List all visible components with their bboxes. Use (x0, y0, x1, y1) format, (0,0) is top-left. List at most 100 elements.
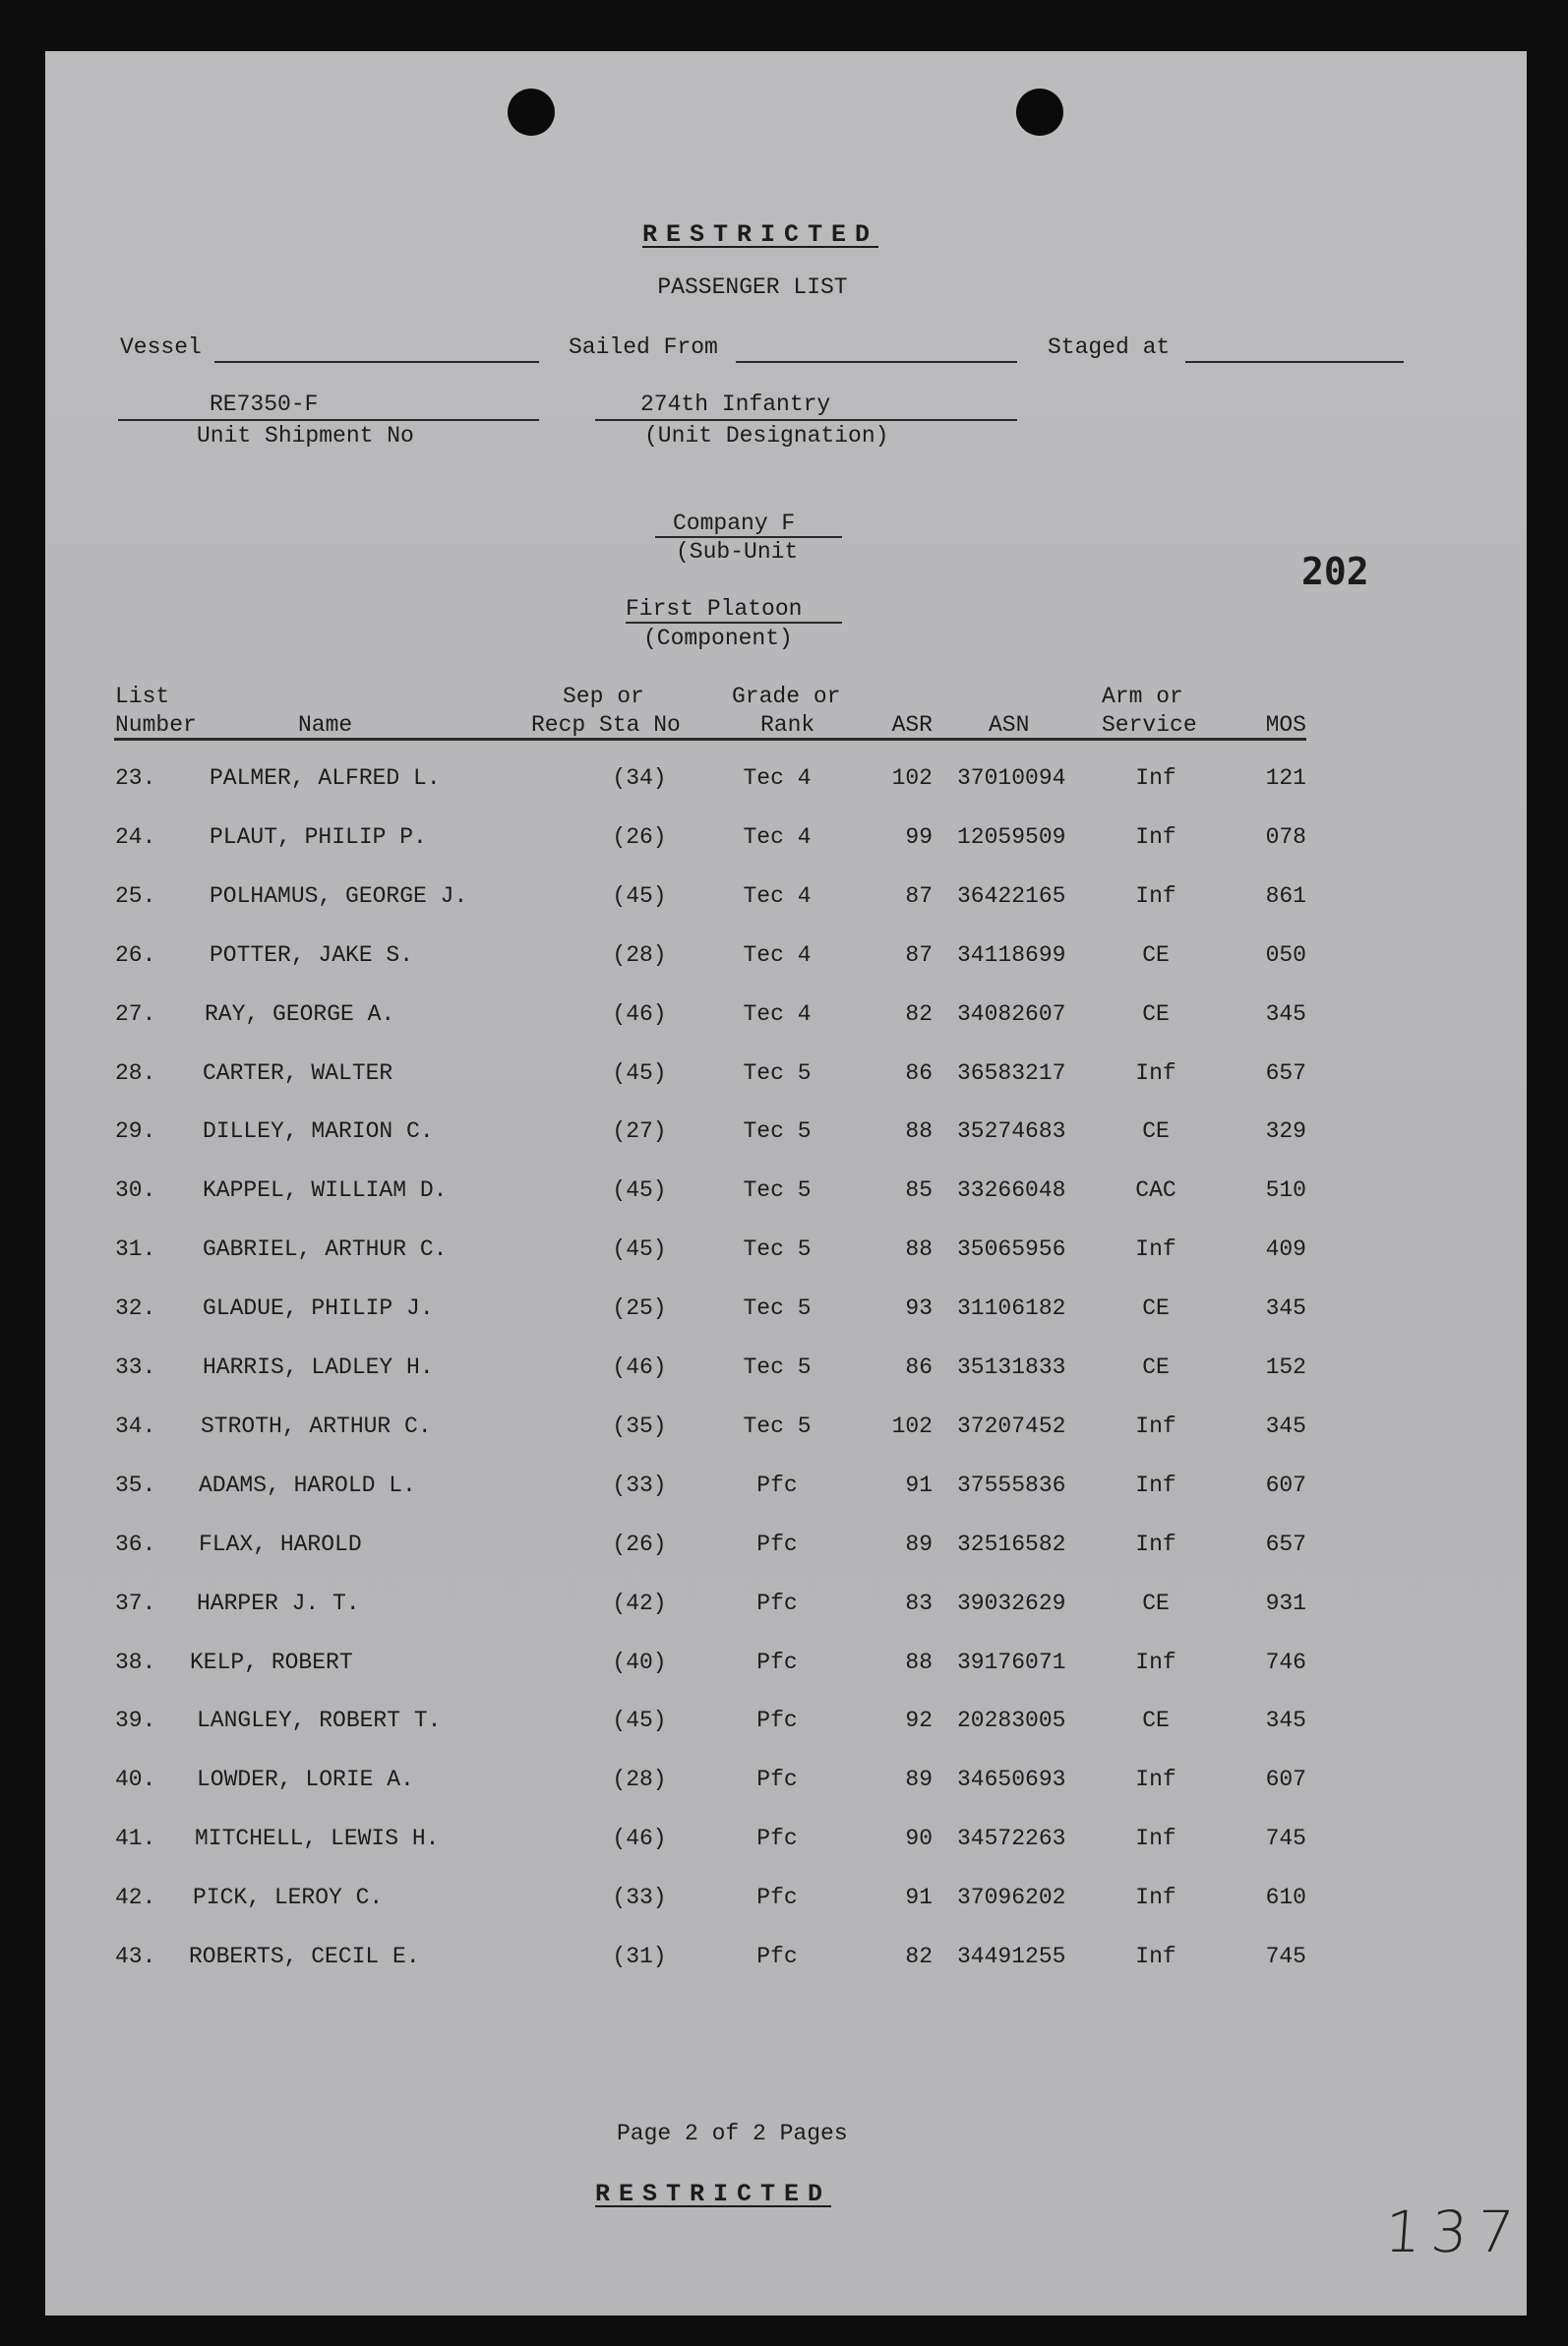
cell-name: LANGLEY, ROBERT T. (197, 1708, 442, 1734)
handwritten-number: 137 (1382, 2198, 1527, 2265)
cell-grade: Pfc (756, 1708, 798, 1734)
cell-mos: 050 (1265, 941, 1306, 968)
cell-sep: (28) (612, 1767, 667, 1793)
column-header: Grade or (732, 684, 841, 709)
cell-arm: CE (1142, 1708, 1170, 1734)
cell-grade: Tec 5 (743, 1413, 812, 1439)
cell-asr: 88 (905, 1649, 933, 1675)
sub-unit-label: (Sub-Unit (676, 539, 799, 565)
cell-arm: Inf (1135, 823, 1176, 850)
cell-asr: 85 (905, 1177, 933, 1204)
cell-asn: 34572263 (957, 1826, 1066, 1852)
cell-arm: CE (1142, 1354, 1170, 1380)
cell-name: PICK, LEROY C. (193, 1885, 384, 1911)
sub-unit: Company F (673, 511, 796, 536)
cell-asn: 37096202 (957, 1885, 1066, 1911)
cell-grade: Tec 4 (743, 823, 812, 850)
cell-name: RAY, GEORGE A. (205, 1000, 395, 1027)
cell-arm: CE (1142, 1118, 1170, 1145)
column-header: List (115, 684, 170, 709)
cell-name: KAPPEL, WILLIAM D. (203, 1177, 448, 1204)
document-title: PASSENGER LIST (657, 274, 848, 300)
cell-grade: Tec 4 (743, 882, 812, 909)
cell-sep: (45) (612, 1708, 667, 1734)
cell-grade: Pfc (756, 1944, 798, 1969)
cell-asn: 36583217 (957, 1059, 1066, 1086)
cell-mos: 121 (1265, 765, 1306, 791)
cell-asn: 35065956 (957, 1236, 1066, 1263)
cell-grade: Pfc (756, 1590, 798, 1616)
cell-arm: Inf (1135, 1649, 1176, 1675)
punch-hole (508, 89, 555, 136)
cell-asr: 92 (905, 1708, 933, 1734)
cell-grade: Pfc (756, 1767, 798, 1793)
cell-no: 30. (115, 1177, 156, 1204)
unit-designation-label: (Unit Designation) (644, 423, 889, 449)
cell-no: 24. (115, 823, 156, 850)
cell-arm: CE (1142, 1295, 1170, 1322)
cell-arm: CE (1142, 1000, 1170, 1027)
cell-grade: Pfc (756, 1531, 798, 1557)
cell-arm: Inf (1135, 1885, 1176, 1911)
column-header: Arm or (1102, 684, 1183, 709)
classification-bottom: RESTRICTED (595, 2180, 832, 2208)
cell-asr: 102 (891, 765, 933, 791)
cell-no: 42. (115, 1885, 156, 1911)
cell-arm: Inf (1135, 1059, 1176, 1086)
cell-asr: 87 (905, 882, 933, 909)
cell-grade: Pfc (756, 1885, 798, 1911)
cell-asn: 35274683 (957, 1118, 1066, 1145)
cell-arm: Inf (1135, 765, 1176, 791)
divider (655, 536, 842, 538)
column-header: ASR (891, 712, 933, 738)
cell-name: POLHAMUS, GEORGE J. (210, 882, 468, 909)
cell-asn: 31106182 (957, 1295, 1066, 1322)
cell-sep: (45) (612, 1236, 667, 1263)
cell-asr: 102 (891, 1413, 933, 1439)
cell-mos: 345 (1265, 1000, 1306, 1027)
cell-grade: Pfc (756, 1649, 798, 1675)
cell-sep: (33) (612, 1885, 667, 1911)
cell-sep: (45) (612, 882, 667, 909)
cell-arm: Inf (1135, 1944, 1176, 1969)
cell-grade: Tec 4 (743, 941, 812, 968)
column-header: Number (115, 712, 197, 738)
cell-no: 32. (115, 1295, 156, 1322)
cell-asn: 35131833 (957, 1354, 1066, 1380)
cell-sep: (25) (612, 1295, 667, 1322)
cell-no: 36. (115, 1531, 156, 1557)
cell-mos: 746 (1265, 1649, 1306, 1675)
cell-mos: 409 (1265, 1236, 1306, 1263)
cell-asr: 87 (905, 941, 933, 968)
cell-asr: 99 (905, 823, 933, 850)
cell-name: STROTH, ARTHUR C. (201, 1413, 432, 1439)
sailed-from-label: Sailed From (569, 334, 718, 360)
cell-name: MITCHELL, LEWIS H. (195, 1826, 440, 1852)
cell-name: GLADUE, PHILIP J. (203, 1295, 434, 1322)
cell-mos: 931 (1265, 1590, 1306, 1616)
cell-no: 37. (115, 1590, 156, 1616)
cell-no: 27. (115, 1000, 156, 1027)
cell-name: LOWDER, LORIE A. (197, 1767, 414, 1793)
cell-sep: (31) (612, 1944, 667, 1969)
cell-sep: (33) (612, 1472, 667, 1498)
cell-name: POTTER, JAKE S. (210, 941, 414, 968)
cell-grade: Tec 5 (743, 1059, 812, 1086)
page-info: Page 2 of 2 Pages (617, 2121, 848, 2146)
cell-asr: 86 (905, 1354, 933, 1380)
cell-no: 34. (115, 1413, 156, 1439)
cell-no: 35. (115, 1472, 156, 1498)
cell-asr: 82 (905, 1000, 933, 1027)
cell-no: 23. (115, 765, 156, 791)
sailed-from-field (736, 361, 1017, 363)
unit-shipment-label: Unit Shipment No (197, 423, 414, 449)
cell-asn: 37207452 (957, 1413, 1066, 1439)
cell-mos: 510 (1265, 1177, 1306, 1204)
cell-arm: Inf (1135, 1767, 1176, 1793)
cell-asn: 32516582 (957, 1531, 1066, 1557)
cell-sep: (26) (612, 1531, 667, 1557)
cell-mos: 078 (1265, 823, 1306, 850)
cell-sep: (46) (612, 1826, 667, 1852)
cell-no: 41. (115, 1826, 156, 1852)
cell-asr: 89 (905, 1767, 933, 1793)
